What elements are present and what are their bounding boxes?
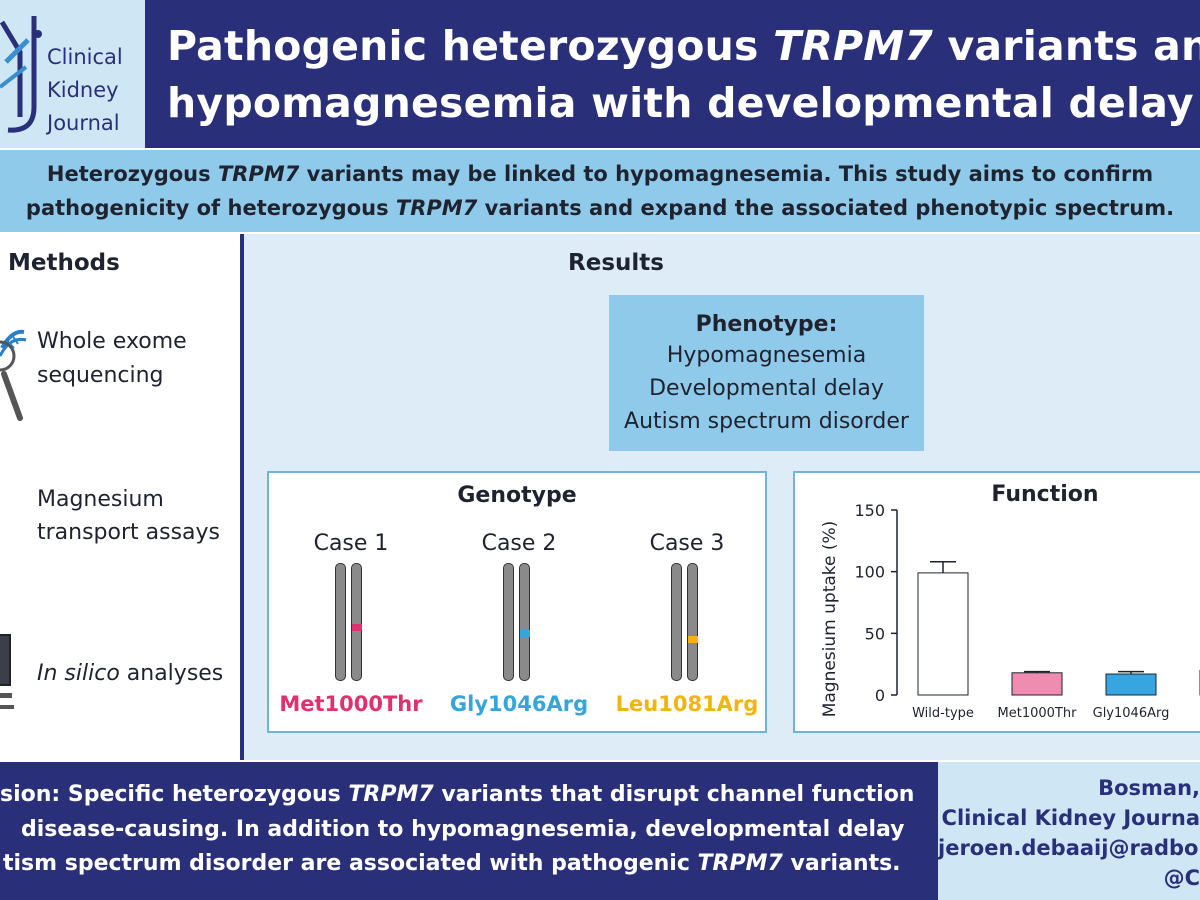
case-1-variant-band [352, 624, 362, 631]
case-3-variant: Leu1081Arg [615, 692, 759, 716]
phenotype-item-3: Autism spectrum disorder [624, 409, 909, 434]
genotype-box: Genotype Case 1 Met1000Thr Case 2 Gly104… [267, 471, 767, 733]
chart-bars [917, 561, 1200, 696]
case-1-chromosome-b [351, 563, 362, 681]
conclusion-banner: sion: Specific heterozygous TRPM7 varian… [0, 762, 938, 900]
y-tick-label-0: 0 [875, 686, 885, 705]
conclusion-line-1-pre: sion: Specific heterozygous [0, 782, 349, 807]
phenotype-box: Phenotype: Hypomagnesemia Developmental … [609, 295, 924, 451]
genotype-heading: Genotype [457, 483, 577, 508]
title-line-1-pre: Pathogenic heterozygous [167, 22, 774, 70]
intro-line-1: Heterozygous TRPM7 variants may be linke… [0, 162, 1200, 186]
method-1-line1: Whole exome [37, 329, 187, 354]
conclusion-line-3-post: variants. [782, 851, 901, 876]
function-heading: Function [991, 482, 1099, 507]
phenotype-item-1: Hypomagnesemia [666, 343, 867, 368]
intro-banner: Heterozygous TRPM7 variants may be linke… [0, 150, 1200, 232]
case-1-label: Case 1 [313, 531, 389, 556]
conclusion-line-2: disease-causing. In addition to hypomagn… [21, 817, 905, 842]
title-line-1-gene: TRPM7 [773, 22, 934, 70]
case-2-chromosome-a [503, 563, 514, 681]
phenotype-item-2: Developmental delay [649, 376, 884, 401]
conclusion-line-1-gene: TRPM7 [348, 782, 434, 807]
title-line-1-post: variants and [947, 22, 1200, 70]
intro-line-2-post: variants and expand the associated pheno… [477, 196, 1175, 220]
chart-axes: 0 50 100 150 [854, 501, 898, 705]
method-1-line2: sequencing [37, 363, 164, 388]
results-heading: Results [568, 250, 664, 276]
computer-icon [0, 634, 14, 709]
intro-line-1-pre: Heterozygous [46, 162, 218, 186]
method-2-line2: transport assays [37, 520, 221, 545]
intro-line-2-gene: TRPM7 [395, 196, 478, 220]
conclusion-line-3-gene: TRPM7 [697, 851, 783, 876]
chart-y-axis-label: Magnesium uptake (%) [820, 521, 840, 718]
method-2-line1: Magnesium [37, 487, 164, 512]
case-1-chromosome-a [335, 563, 346, 681]
y-tick-label-1: 50 [865, 624, 885, 643]
y-tick-label-3: 150 [854, 501, 885, 520]
conclusion-line-1-post: variants that disrupt channel function [433, 782, 915, 807]
case-3-chromosome-a [671, 563, 682, 681]
citation-journal: Clinical Kidney Journa [941, 806, 1200, 830]
case-2-variant-band [520, 630, 530, 637]
x-label-Gly1046Arg: Gly1046Arg [1093, 706, 1170, 721]
intro-line-1-gene: TRPM7 [217, 162, 300, 186]
dna-magnifier-icon [0, 329, 27, 421]
magnesium-uptake-chart: Magnesium uptake (%) 0 50 100 150 Wild-type… [820, 501, 1200, 721]
phenotype-heading: Phenotype: [695, 312, 838, 337]
case-2-variant: Gly1046Arg [449, 692, 589, 716]
case-2-chromosome-b [519, 563, 530, 681]
citation-handle: @C [1163, 866, 1200, 890]
x-label-Wild-type: Wild-type [912, 706, 974, 721]
journal-logo-icon [0, 16, 42, 133]
case-2-label: Case 2 [481, 531, 557, 556]
case-3-variant-band [688, 636, 698, 643]
bar-Gly1046Arg [1105, 673, 1157, 696]
title-line-1: Pathogenic heterozygous TRPM7 variants a… [167, 22, 1200, 70]
bar-Met1000Thr [1011, 672, 1063, 696]
x-label-Met1000Thr: Met1000Thr [998, 706, 1078, 721]
journal-name-line2: Kidney [47, 78, 119, 102]
title-banner: Pathogenic heterozygous TRPM7 variants a… [145, 0, 1200, 148]
intro-line-1-post: variants may be linked to hypomagnesemia… [299, 162, 1154, 186]
conclusion-line-3: tism spectrum disorder are associated wi… [3, 851, 901, 876]
chart-x-labels: Wild-typeMet1000ThrGly1046ArgLeu [912, 706, 1170, 721]
case-1-variant: Met1000Thr [279, 692, 423, 716]
intro-line-2-pre: pathogenicity of heterozygous [25, 196, 396, 220]
citation-panel: Bosman, Clinical Kidney Journa jeroen.de… [938, 762, 1200, 900]
citation-author: Bosman, [1098, 776, 1200, 800]
bar-Wild-type [917, 572, 969, 696]
journal-name-line1: Clinical [47, 45, 123, 69]
case-3-chromosome-b [687, 563, 698, 681]
conclusion-line-3-pre: tism spectrum disorder are associated wi… [3, 851, 698, 876]
journal-name-line3: Journal [47, 111, 120, 135]
methods-heading: Methods [8, 250, 120, 276]
conclusion-line-1: sion: Specific heterozygous TRPM7 varian… [0, 782, 914, 807]
methods-panel: Methods Whole exome sequencing Magnesium… [0, 234, 242, 760]
method-3-text: In silico analyses [37, 657, 223, 691]
citation-email: jeroen.debaaij@radbou [938, 836, 1200, 860]
journal-logo-panel: Clinical Kidney Journal [0, 0, 145, 148]
intro-line-2: pathogenicity of heterozygous TRPM7 vari… [0, 196, 1200, 220]
title-line-2: hypomagnesemia with developmental delay [167, 79, 1194, 127]
function-box: Function Magnesium uptake (%) 0 50 100 150 … [793, 471, 1200, 733]
y-tick-label-2: 100 [854, 563, 885, 582]
method-3-italic: In silico [37, 661, 120, 686]
methods-divider [240, 234, 244, 760]
method-3-rest: analyses [119, 661, 224, 686]
case-3-label: Case 3 [649, 531, 725, 556]
